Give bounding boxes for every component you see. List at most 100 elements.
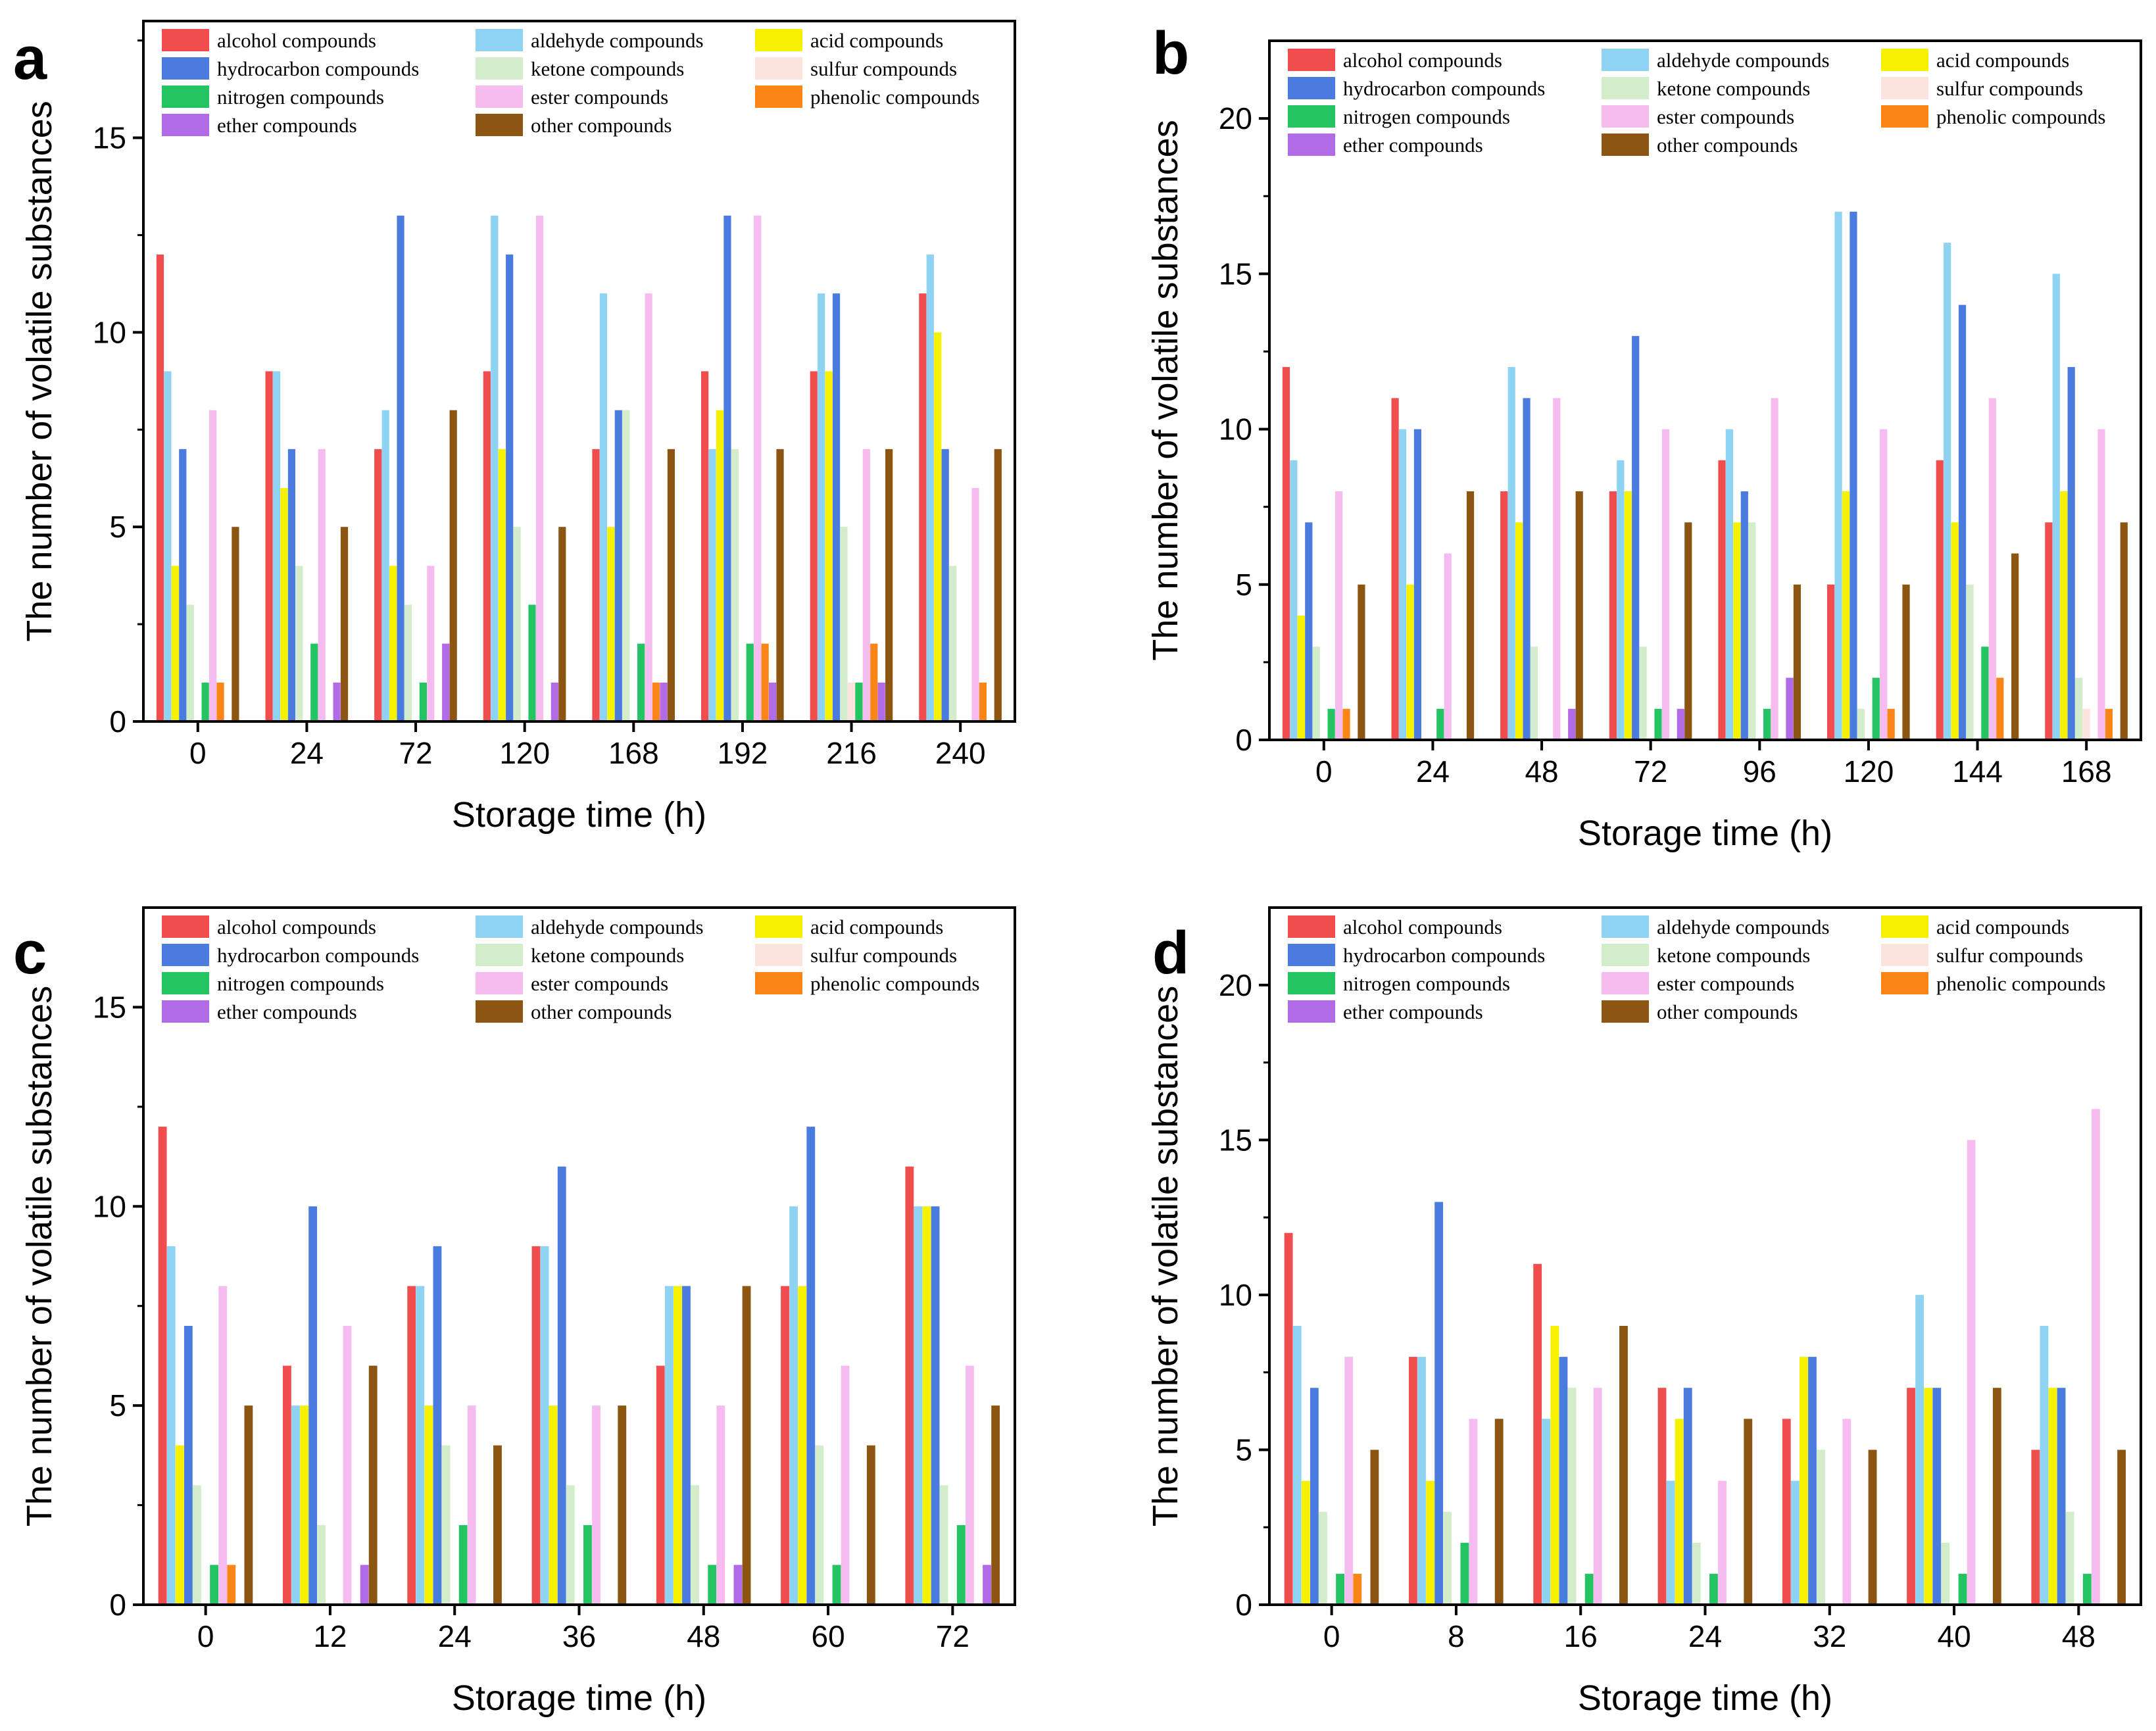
bar-acid-compounds-40 (1924, 1388, 1933, 1605)
bar-nitrogen-compounds-60 (832, 1565, 841, 1605)
bar-alcohol-compounds-144 (1936, 460, 1944, 740)
bar-ketone-compounds-0 (186, 604, 194, 721)
bar-other-compounds-72 (991, 1405, 1000, 1605)
bar-alcohol-compounds-192 (701, 371, 709, 721)
bar-alcohol-compounds-24 (407, 1286, 416, 1605)
bar-aldehyde-compounds-48 (1507, 367, 1515, 740)
legend-label-sulfur-compounds: sulfur compounds (810, 944, 957, 967)
bar-ester-compounds-60 (841, 1365, 850, 1605)
bar-ketone-compounds-0 (1319, 1511, 1327, 1605)
legend-label-phenolic-compounds: phenolic compounds (810, 85, 979, 109)
legend-swatch-ketone-compounds (1602, 944, 1649, 966)
bar-ether-compounds-96 (1786, 677, 1794, 740)
bar-hydrocarbon-compounds-96 (1740, 491, 1748, 740)
bar-acid-compounds-48 (2048, 1388, 2057, 1605)
y-axis-label: The number of volatile substances (1146, 986, 1185, 1526)
y-axis-label: The number of volatile substances (20, 101, 59, 641)
bar-ketone-compounds-144 (1966, 584, 1974, 740)
x-tick-label: 8 (1448, 1619, 1465, 1653)
bar-ester-compounds-168 (2097, 429, 2105, 740)
bar-ester-compounds-72 (427, 566, 435, 721)
bar-ester-compounds-24 (1444, 553, 1452, 740)
legend-label-nitrogen-compounds: nitrogen compounds (1343, 972, 1510, 995)
x-axis-label: Storage time (h) (1578, 1678, 1832, 1718)
legend-swatch-hydrocarbon-compounds (162, 57, 209, 80)
bar-acid-compounds-36 (549, 1405, 558, 1605)
bar-acid-compounds-48 (1515, 522, 1523, 740)
bar-nitrogen-compounds-0 (1336, 1573, 1344, 1605)
bar-hydrocarbon-compounds-48 (2057, 1388, 2066, 1605)
legend-swatch-alcohol-compounds (1288, 49, 1335, 71)
bar-alcohol-compounds-48 (2031, 1450, 2040, 1605)
bar-other-compounds-24 (493, 1445, 502, 1605)
bar-nitrogen-compounds-120 (528, 604, 536, 721)
legend-label-hydrocarbon-compounds: hydrocarbon compounds (1343, 944, 1545, 967)
bar-ketone-compounds-16 (1567, 1388, 1577, 1605)
legend: alcohol compounds aldehyde compounds acid … (1288, 49, 2105, 157)
x-tick-label: 60 (811, 1619, 845, 1653)
legend-swatch-hydrocarbon-compounds (162, 944, 209, 966)
y-tick-label: 0 (1235, 723, 1252, 757)
bar-acid-compounds-60 (798, 1286, 807, 1605)
bar-other-compounds-96 (1793, 584, 1801, 740)
bar-nitrogen-compounds-48 (708, 1565, 717, 1605)
bar-hydrocarbon-compounds-0 (1305, 522, 1313, 740)
legend-label-alcohol-compounds: alcohol compounds (217, 29, 376, 52)
bar-acid-compounds-120 (498, 449, 506, 721)
bar-other-compounds-168 (667, 449, 675, 721)
legend-label-nitrogen-compounds: nitrogen compounds (217, 972, 384, 995)
bar-ketone-compounds-72 (404, 604, 412, 721)
bar-alcohol-compounds-0 (156, 255, 164, 721)
legend-label-ester-compounds: ester compounds (1657, 105, 1794, 128)
legend-swatch-ether-compounds (162, 114, 209, 136)
bar-aldehyde-compounds-96 (1725, 429, 1734, 740)
legend-label-nitrogen-compounds: nitrogen compounds (1343, 105, 1510, 128)
bar-acid-compounds-24 (1406, 584, 1414, 740)
bar-phenolic-compounds-0 (1353, 1573, 1362, 1605)
bar-acid-compounds-168 (607, 527, 615, 721)
x-tick-label: 32 (1813, 1619, 1846, 1653)
legend-label-alcohol-compounds: alcohol compounds (1343, 49, 1502, 72)
legend-label-other-compounds: other compounds (1657, 1000, 1798, 1023)
legend-label-other-compounds: other compounds (531, 114, 672, 137)
bar-nitrogen-compounds-72 (419, 682, 427, 721)
bar-other-compounds-168 (2120, 522, 2128, 740)
legend-swatch-alcohol-compounds (1288, 915, 1335, 938)
bar-ketone-compounds-32 (1817, 1450, 1825, 1605)
bar-ketone-compounds-48 (2065, 1511, 2074, 1605)
legend-swatch-acid-compounds (1881, 49, 1928, 71)
bar-ketone-compounds-72 (939, 1485, 948, 1605)
bar-aldehyde-compounds-8 (1417, 1357, 1426, 1605)
legend-swatch-other-compounds (476, 1000, 523, 1023)
bar-alcohol-compounds-16 (1533, 1263, 1542, 1605)
chart-panel-b: b 0 5 10 15 20 0 24 48 72 96 120 144 168 Storage time … (1146, 20, 2142, 853)
bar-hydrocarbon-compounds-60 (806, 1127, 816, 1605)
bar-hydrocarbon-compounds-72 (397, 215, 404, 722)
legend-label-aldehyde-compounds: aldehyde compounds (1657, 49, 1830, 72)
bar-ester-compounds-0 (208, 410, 217, 721)
legend-label-alcohol-compounds: alcohol compounds (217, 915, 376, 939)
bar-other-compounds-48 (1575, 491, 1583, 740)
bar-aldehyde-compounds-32 (1790, 1480, 1800, 1605)
y-tick-label: 0 (1235, 1588, 1252, 1622)
bar-acid-compounds-144 (1951, 522, 1959, 740)
legend-label-ketone-compounds: ketone compounds (1657, 944, 1810, 967)
bar-ester-compounds-120 (1880, 429, 1888, 740)
x-tick-label: 40 (1937, 1619, 1971, 1653)
legend: alcohol compounds aldehyde compounds acid … (1288, 915, 2105, 1023)
bar-aldehyde-compounds-72 (914, 1206, 923, 1605)
bar-ether-compounds-72 (1677, 708, 1684, 740)
bar-other-compounds-72 (1684, 522, 1692, 740)
bar-acid-compounds-192 (716, 410, 724, 721)
bar-alcohol-compounds-168 (2045, 522, 2053, 740)
legend-label-phenolic-compounds: phenolic compounds (1936, 972, 2105, 995)
bar-aldehyde-compounds-72 (381, 410, 389, 721)
legend-label-ketone-compounds: ketone compounds (531, 57, 684, 80)
bar-aldehyde-compounds-216 (818, 293, 825, 721)
bar-acid-compounds-168 (2060, 491, 2068, 740)
bar-phenolic-compounds-120 (1887, 708, 1895, 740)
bar-ester-compounds-96 (1771, 398, 1778, 740)
bar-acid-compounds-12 (300, 1405, 308, 1605)
legend-swatch-other-compounds (476, 114, 523, 136)
bar-hydrocarbon-compounds-0 (179, 449, 187, 721)
